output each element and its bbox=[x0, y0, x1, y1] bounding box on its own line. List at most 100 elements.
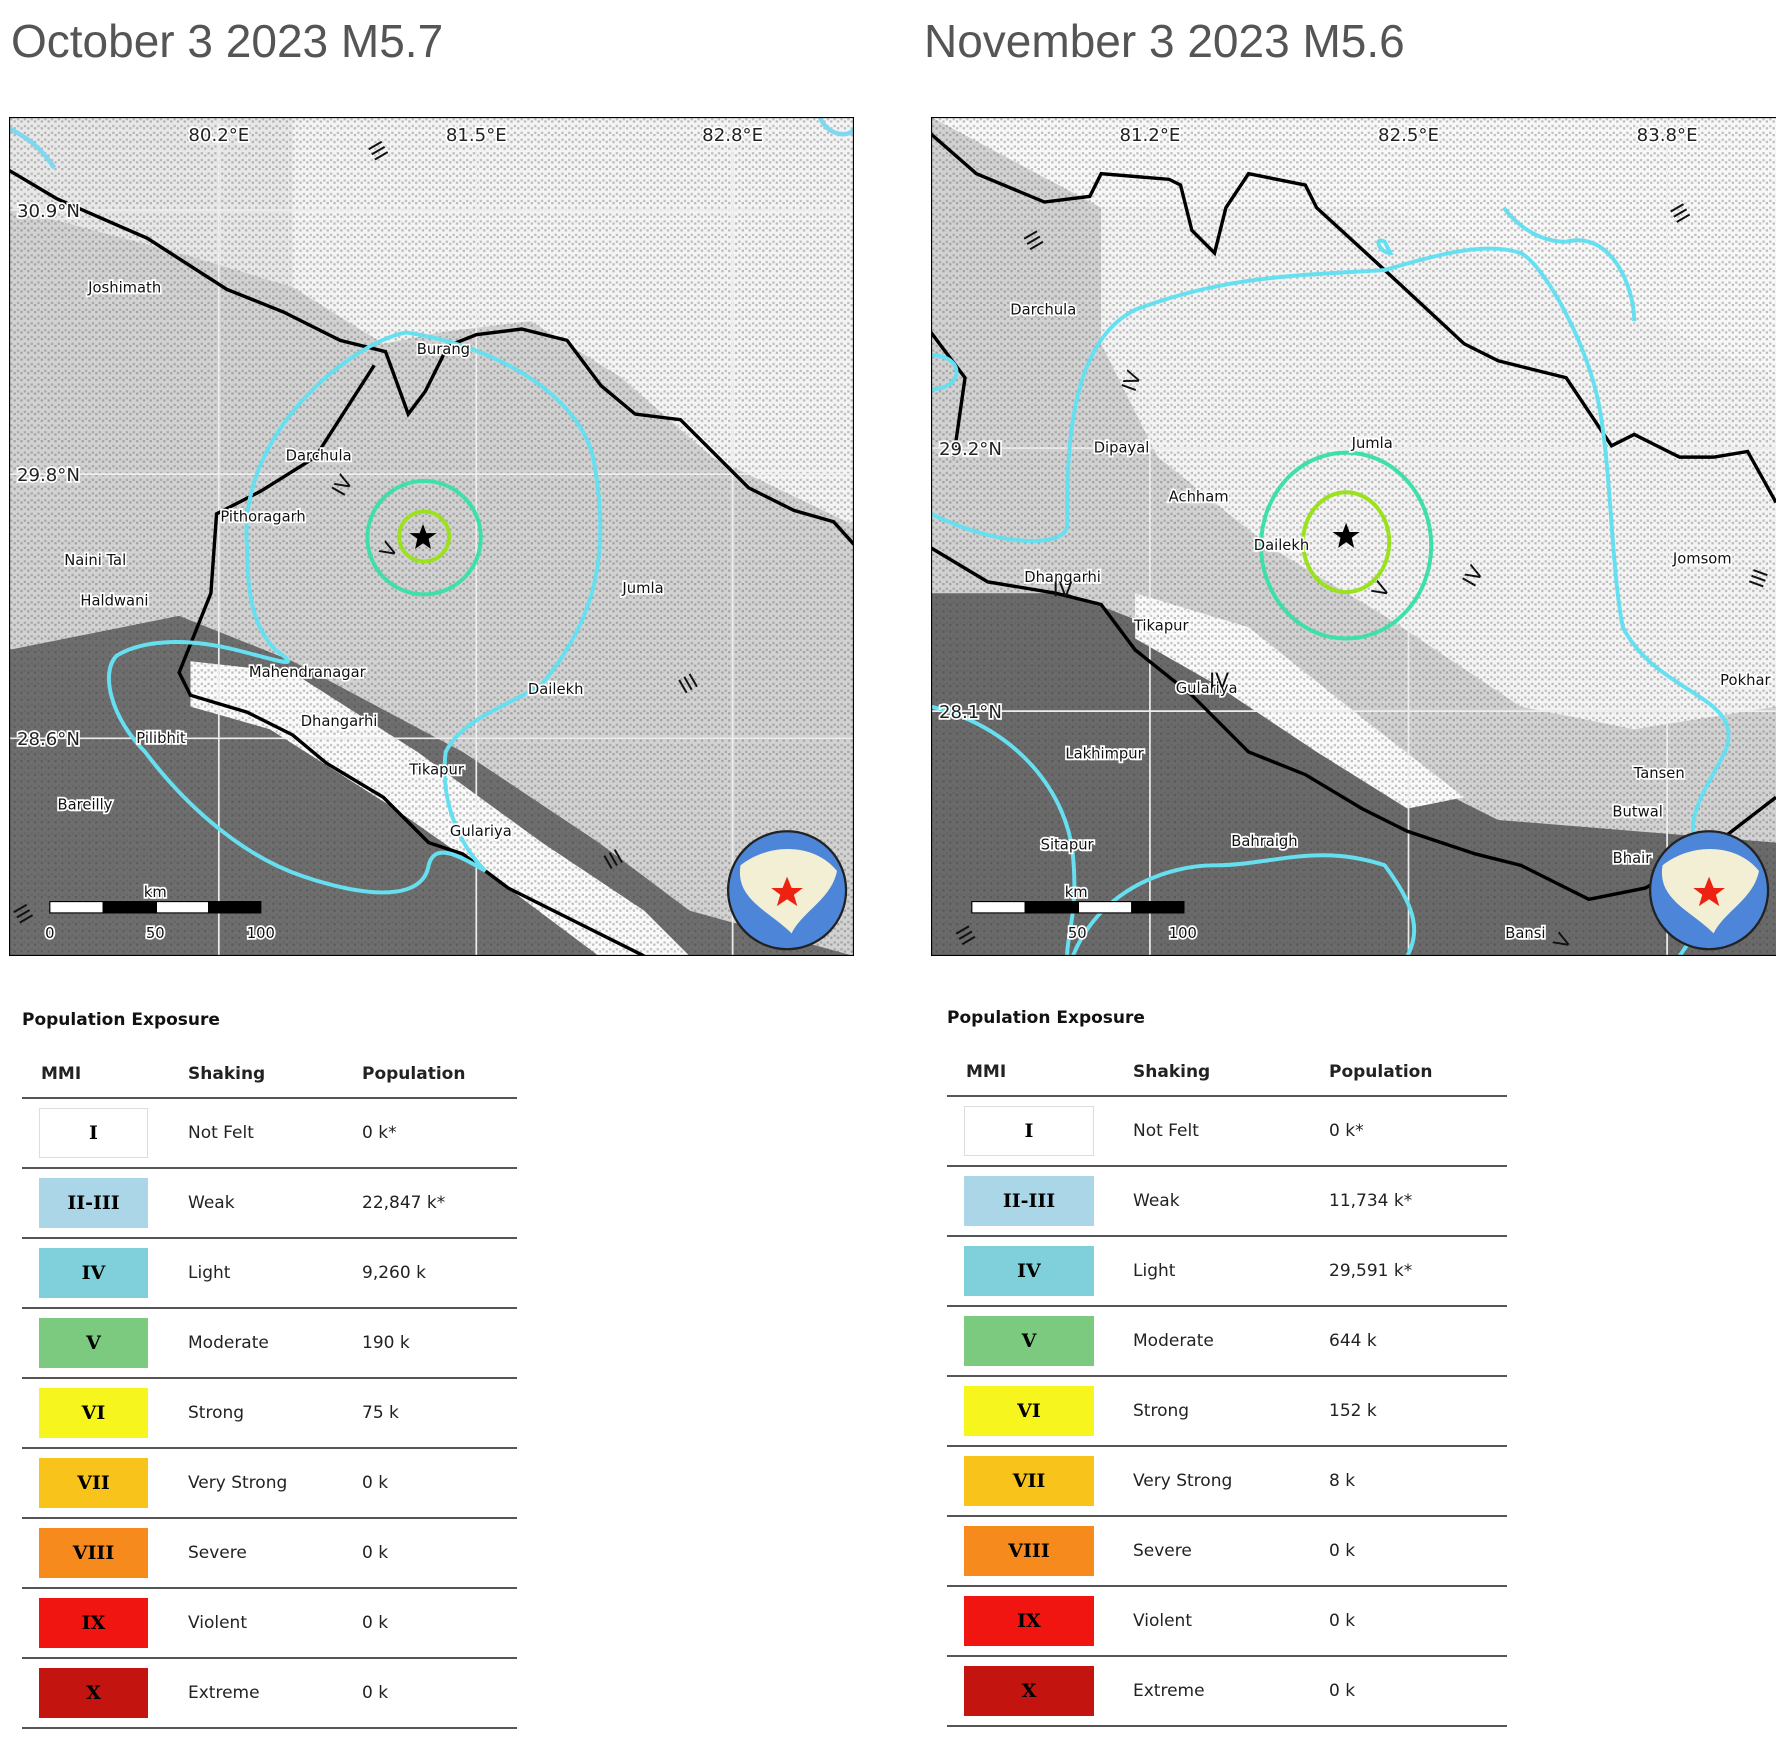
shaking-cell: Extreme bbox=[188, 1683, 260, 1703]
contour-line bbox=[107, 330, 603, 895]
mmi-badge: VIII bbox=[964, 1526, 1094, 1576]
mmi-badge: VII bbox=[964, 1456, 1094, 1506]
lon-label: 81.5°E bbox=[446, 125, 507, 146]
scale-tick-label: 50 bbox=[1068, 925, 1087, 942]
place-label: Dailekh bbox=[1254, 537, 1310, 554]
mmi-badge: VII bbox=[39, 1458, 148, 1508]
place-label: Tansen bbox=[1633, 765, 1685, 782]
lat-label: 30.9°N bbox=[17, 201, 80, 222]
place-label: Achham bbox=[1169, 488, 1229, 505]
scale-unit: km bbox=[1065, 884, 1088, 901]
place-label: Haldwani bbox=[80, 593, 148, 610]
mmi-badge: X bbox=[964, 1666, 1094, 1716]
place-label: Burang bbox=[417, 341, 470, 358]
table-row: VI Strong 75 k bbox=[22, 1377, 517, 1447]
contour-line bbox=[931, 206, 1731, 956]
table-row: IV Light 29,591 k* bbox=[947, 1235, 1507, 1305]
place-label: Lakhimpur bbox=[1065, 746, 1144, 763]
place-label: Darchula bbox=[1010, 301, 1076, 318]
place-label: Bareilly bbox=[58, 797, 113, 814]
place-label: Bahraigh bbox=[1231, 833, 1297, 850]
column-header: MMI bbox=[41, 1064, 82, 1084]
scale-tick-label: 100 bbox=[1169, 925, 1197, 942]
mmi-badge: VIII bbox=[39, 1528, 148, 1578]
mmi-badge: VI bbox=[39, 1388, 148, 1438]
coast bbox=[9, 117, 854, 170]
population-cell: 0 k bbox=[362, 1683, 389, 1703]
lon-label: 81.2°E bbox=[1119, 125, 1180, 146]
population-cell: 190 k bbox=[362, 1333, 410, 1353]
table-row: II-III Weak 11,734 k* bbox=[947, 1165, 1507, 1235]
population-cell: 644 k bbox=[1329, 1331, 1377, 1351]
lat-label: 29.8°N bbox=[17, 465, 80, 486]
shaking-cell: Severe bbox=[188, 1543, 247, 1563]
border bbox=[931, 132, 1776, 504]
map-title: October 3 2023 M5.7 bbox=[11, 15, 444, 67]
place-label: Pithoragarh bbox=[220, 509, 305, 526]
column-header: MMI bbox=[966, 1062, 1007, 1082]
table-row: V Moderate 644 k bbox=[947, 1305, 1507, 1375]
scale-tick-label: 0 bbox=[45, 925, 54, 942]
shaking-cell: Light bbox=[188, 1263, 231, 1283]
place-label: Jomsom bbox=[1672, 551, 1732, 568]
place-label: Pilibhit bbox=[136, 730, 186, 747]
table-rule bbox=[22, 1727, 517, 1729]
exposure-table: Population Exposure MMI Shaking Population I… bbox=[22, 1010, 517, 1740]
table-heading: Population Exposure bbox=[22, 1010, 220, 1030]
map-title: November 3 2023 M5.6 bbox=[924, 15, 1405, 67]
shaking-cell: Weak bbox=[1133, 1191, 1180, 1211]
lon-label: 80.2°E bbox=[188, 125, 249, 146]
mmi-badge: IX bbox=[39, 1598, 148, 1648]
table-row: X Extreme 0 k bbox=[22, 1657, 517, 1727]
map: 81.2°E 82.5°E 83.8°E 29.2°N 28.1°N Darchula Di… bbox=[931, 117, 1776, 956]
place-label: Joshimath bbox=[87, 280, 161, 297]
place-label: Jumla bbox=[621, 580, 663, 597]
graticule bbox=[9, 117, 854, 956]
lat-label: 29.2°N bbox=[939, 439, 1002, 460]
contour-line bbox=[1259, 450, 1434, 641]
shaking-cell: Very Strong bbox=[188, 1473, 288, 1493]
population-cell: 22,847 k* bbox=[362, 1193, 446, 1213]
exposure-table: Population Exposure MMI Shaking Population I… bbox=[947, 1008, 1507, 1738]
population-cell: 152 k bbox=[1329, 1401, 1377, 1421]
shaking-cell: Very Strong bbox=[1133, 1471, 1233, 1491]
table-row: I Not Felt 0 k* bbox=[947, 1095, 1507, 1165]
population-cell: 75 k bbox=[362, 1403, 399, 1423]
table-row: VIII Severe 0 k bbox=[947, 1515, 1507, 1585]
shaking-cell: Moderate bbox=[188, 1333, 269, 1353]
table-row: X Extreme 0 k bbox=[947, 1655, 1507, 1725]
mmi-badge: I bbox=[964, 1106, 1094, 1156]
shaking-cell: Extreme bbox=[1133, 1681, 1205, 1701]
population-cell: 0 k bbox=[1329, 1681, 1356, 1701]
population-cell: 0 k* bbox=[362, 1123, 397, 1143]
table-rule bbox=[947, 1725, 1507, 1727]
population-cell: 0 k* bbox=[1329, 1121, 1364, 1141]
column-header: Shaking bbox=[1133, 1062, 1211, 1082]
column-header: Population bbox=[1329, 1062, 1433, 1082]
globe bbox=[1648, 830, 1770, 951]
mmi-badge: IX bbox=[964, 1596, 1094, 1646]
shaking-cell: Weak bbox=[188, 1193, 235, 1213]
place-label: Pokhar bbox=[1720, 672, 1771, 689]
population-cell: 11,734 k* bbox=[1329, 1191, 1413, 1211]
place-label: Jumla bbox=[1351, 435, 1393, 452]
contour-line bbox=[1301, 490, 1392, 595]
mmi-badge: V bbox=[964, 1316, 1094, 1366]
contour-line bbox=[365, 478, 483, 597]
mmi-badge: I bbox=[39, 1108, 148, 1158]
scale-bar bbox=[49, 901, 262, 914]
population-cell: 8 k bbox=[1329, 1471, 1356, 1491]
lon-label: 83.8°E bbox=[1637, 125, 1698, 146]
lon-label: 82.5°E bbox=[1378, 125, 1439, 146]
place-label: Gulariya bbox=[450, 823, 512, 840]
place-label: Mahendranagar bbox=[249, 664, 367, 681]
mmi-badge: II-III bbox=[39, 1178, 148, 1228]
epicenter bbox=[1332, 522, 1360, 548]
epicenter bbox=[409, 524, 437, 549]
column-header: Population bbox=[362, 1064, 466, 1084]
place-label: Bhair bbox=[1613, 850, 1653, 867]
scale-bar bbox=[971, 901, 1185, 914]
place-label: Dipayal bbox=[1094, 440, 1150, 457]
graticule bbox=[931, 117, 1776, 956]
